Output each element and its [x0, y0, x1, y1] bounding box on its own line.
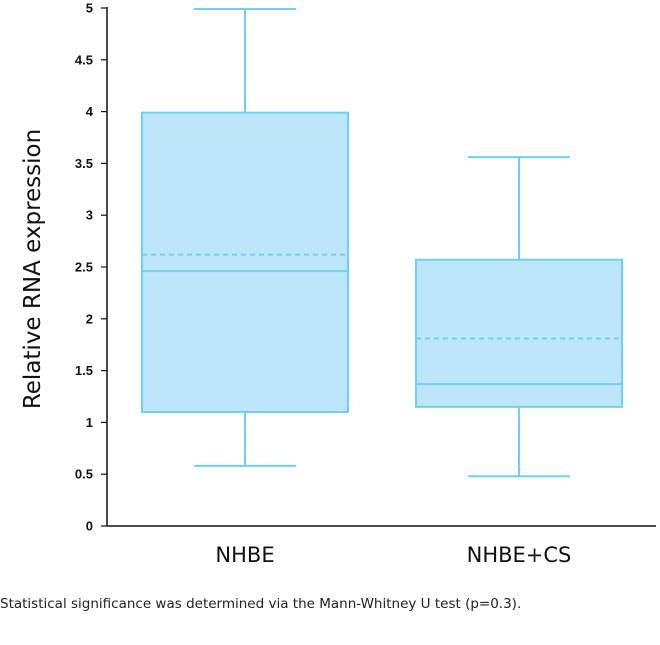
y-tick-label: 2.5: [75, 260, 93, 275]
y-tick-label: 2: [86, 311, 93, 326]
x-category-label: NHBE+CS: [467, 543, 572, 567]
box-nhbe-cs: [415, 156, 623, 478]
y-tick-label: 4.5: [75, 52, 93, 67]
y-tick-label: 1.5: [75, 363, 93, 378]
y-tick-label: 3: [86, 208, 93, 223]
y-tick-label: 1: [86, 415, 93, 430]
x-category-label: NHBE: [215, 543, 274, 567]
y-axis: 0 0.5 1 1.5 2 2.5 3 3.5 4 4.5 5: [75, 1, 108, 534]
interquartile-box: [415, 258, 623, 408]
boxes-group: [141, 8, 623, 478]
box-nhbe: [141, 8, 349, 467]
y-tick-label: 4: [86, 104, 94, 119]
figure-caption: Statistical significance was determined …: [0, 596, 522, 612]
x-axis: NHBE NHBE+CS: [107, 525, 656, 567]
y-tick-label: 0: [86, 519, 93, 534]
y-tick-label: 3.5: [75, 156, 93, 171]
y-tick-label: 0.5: [75, 467, 93, 482]
y-axis-title: Relative RNA expression: [20, 129, 46, 409]
interquartile-box: [141, 111, 349, 414]
box-plot-chart: 0 0.5 1 1.5 2 2.5 3 3.5 4 4.5 5 NHBE NHBE+CS Relati…: [20, 1, 656, 567]
y-tick-label: 5: [86, 1, 93, 16]
